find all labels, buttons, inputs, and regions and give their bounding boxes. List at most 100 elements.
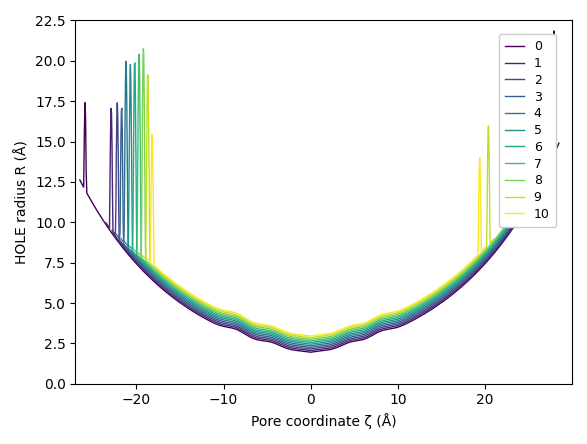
4 [152, 274, 159, 279]
10 [189, 292, 196, 297]
6 [140, 259, 147, 264]
Line: 0: 0 [80, 31, 559, 352]
6 [126, 243, 133, 249]
0 [76, 177, 83, 182]
0 [452, 289, 459, 294]
2 [126, 250, 133, 255]
5 [122, 240, 129, 245]
10 [143, 256, 150, 261]
8 [140, 46, 147, 52]
7 [443, 285, 450, 290]
0 [555, 140, 562, 146]
6 [510, 216, 517, 221]
9 [480, 249, 487, 254]
2 [180, 300, 187, 305]
Line: 4: 4 [121, 59, 537, 346]
2 [537, 50, 544, 56]
9 [306, 335, 313, 340]
Line: 5: 5 [125, 64, 533, 344]
Line: 7: 7 [134, 54, 524, 341]
1 [546, 158, 554, 163]
3 [150, 273, 157, 278]
7 [130, 247, 137, 252]
8 [134, 250, 141, 255]
8 [187, 294, 194, 300]
2 [109, 227, 116, 233]
5 [513, 212, 520, 217]
1 [306, 348, 313, 353]
1 [103, 220, 110, 226]
Line: 2: 2 [112, 53, 546, 349]
6 [140, 259, 147, 265]
1 [541, 77, 548, 83]
4 [517, 208, 524, 214]
4 [446, 287, 453, 293]
0 [306, 349, 313, 355]
2 [448, 289, 456, 294]
3 [113, 232, 120, 237]
10 [149, 132, 156, 137]
10 [472, 255, 479, 260]
5 [137, 257, 144, 262]
5 [155, 275, 162, 280]
8 [502, 223, 509, 228]
7 [306, 338, 313, 344]
5 [184, 297, 191, 302]
Line: 6: 6 [130, 63, 528, 342]
3 [447, 288, 454, 293]
Line: 8: 8 [138, 49, 519, 339]
9 [139, 253, 146, 258]
9 [150, 264, 157, 270]
0 [535, 182, 542, 188]
5 [136, 257, 143, 262]
3 [129, 251, 136, 257]
7 [143, 261, 150, 266]
7 [506, 219, 513, 225]
10 [168, 278, 175, 283]
2 [542, 166, 549, 171]
3 [520, 204, 527, 210]
Line: 10: 10 [147, 135, 485, 336]
3 [181, 299, 188, 304]
6 [444, 285, 451, 291]
9 [188, 293, 195, 298]
0 [99, 217, 106, 222]
8 [147, 263, 154, 268]
3 [306, 345, 313, 350]
8 [147, 263, 154, 268]
0 [128, 255, 135, 261]
6 [131, 60, 139, 66]
7 [186, 295, 193, 301]
1 [143, 270, 150, 276]
Y-axis label: HOLE radius R (Å): HOLE radius R (Å) [15, 140, 29, 264]
6 [157, 275, 164, 281]
9 [490, 237, 497, 242]
5 [446, 286, 453, 292]
2 [524, 199, 531, 205]
5 [306, 341, 313, 347]
7 [521, 197, 528, 202]
7 [136, 52, 143, 57]
6 [306, 340, 313, 345]
5 [127, 62, 134, 67]
3 [538, 172, 545, 178]
4 [132, 254, 139, 259]
6 [525, 191, 532, 197]
10 [306, 333, 313, 339]
9 [434, 288, 441, 293]
0 [173, 297, 180, 303]
0 [551, 28, 558, 34]
10 [154, 266, 161, 271]
2 [306, 346, 313, 352]
4 [133, 254, 140, 260]
3 [129, 252, 136, 258]
4 [306, 343, 313, 349]
4 [117, 236, 124, 242]
8 [163, 277, 170, 282]
10 [431, 288, 438, 293]
6 [185, 296, 192, 301]
9 [151, 265, 158, 270]
4 [534, 179, 541, 184]
10 [154, 266, 161, 272]
8 [306, 337, 313, 342]
